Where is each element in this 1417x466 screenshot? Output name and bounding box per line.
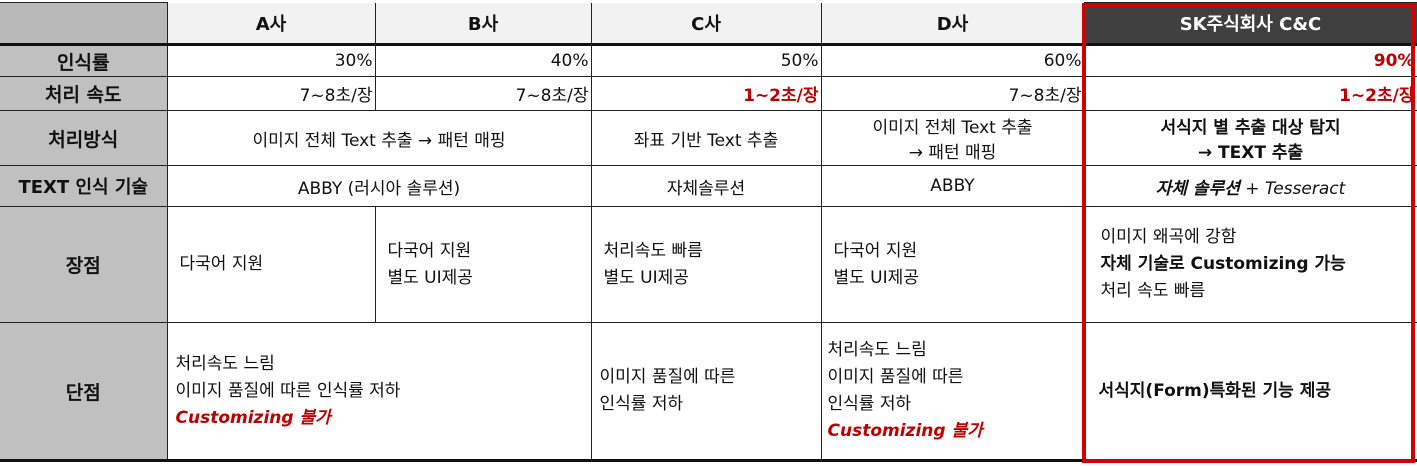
recognition-c: 50%	[590, 44, 822, 77]
cons-d-line1: 처리속도 느림	[827, 340, 927, 360]
speed-sk: 1~2초/장	[1083, 76, 1417, 111]
recognition-b: 40%	[374, 44, 592, 77]
header-sk: SK주식회사 C&C	[1083, 2, 1417, 46]
pros-a: 다국어 지원	[166, 206, 376, 323]
row-label-recognition: 인식률	[0, 44, 168, 77]
header-c: C사	[590, 2, 822, 46]
tech-sk-rest: + Tesseract	[1239, 178, 1346, 199]
pros-d-line1: 다국어 지원	[833, 240, 918, 261]
tech-ab: ABBY (러시아 솔루션)	[166, 165, 592, 207]
speed-a: 7~8초/장	[166, 76, 376, 111]
cons-ab: 처리속도 느림 이미지 품질에 따른 인식률 저하 Customizing 불가	[166, 322, 592, 462]
pros-b-line1: 다국어 지원	[387, 240, 472, 261]
pros-c: 처리속도 빠름 별도 UI제공	[590, 206, 822, 323]
header-d: D사	[820, 2, 1085, 46]
header-b: B사	[374, 2, 592, 46]
corner-cell	[0, 2, 168, 46]
cons-ab-line1: 처리속도 느림	[175, 353, 275, 374]
pros-sk-line3: 처리 속도 빠름	[1100, 281, 1206, 301]
cons-c: 이미지 품질에 따른 인식률 저하	[590, 322, 822, 462]
pros-sk: 이미지 왜곡에 강함 자체 기술로 Customizing 가능 처리 속도 빠…	[1083, 206, 1417, 323]
method-d: 이미지 전체 Text 추출 → 패턴 매핑	[820, 110, 1085, 166]
pros-c-line2: 별도 UI제공	[603, 267, 689, 288]
pros-d: 다국어 지원 별도 UI제공	[820, 206, 1085, 323]
cons-d: 처리속도 느림 이미지 품질에 따른 인식률 저하 Customizing 불가	[820, 322, 1085, 462]
pros-c-line1: 처리속도 빠름	[603, 240, 703, 261]
recognition-d: 60%	[820, 44, 1085, 77]
pros-b-line2: 별도 UI제공	[387, 267, 473, 288]
method-d-line2: → 패턴 매핑	[908, 143, 997, 163]
recognition-sk: 90%	[1083, 44, 1417, 77]
cons-sk: 서식지(Form)특화된 기능 제공	[1083, 322, 1417, 462]
pros-sk-line1: 이미지 왜곡에 강함	[1100, 227, 1237, 247]
tech-sk: 자체 솔루션 + Tesseract	[1083, 165, 1417, 207]
row-label-cons: 단점	[0, 322, 168, 462]
method-ab: 이미지 전체 Text 추출 → 패턴 매핑	[166, 110, 592, 166]
cons-c-line1: 이미지 품질에 따른	[599, 367, 736, 387]
tech-d: ABBY	[820, 165, 1085, 207]
cons-ab-line2: 이미지 품질에 따른 인식률 저하	[175, 380, 401, 401]
speed-c: 1~2초/장	[590, 76, 822, 111]
method-sk-line1: 서식지 별 추출 대상 탐지	[1160, 118, 1341, 138]
cons-d-line3: 인식률 저하	[827, 394, 912, 414]
speed-d: 7~8초/장	[820, 76, 1085, 111]
pros-sk-line2: 자체 기술로 Customizing 가능	[1100, 254, 1346, 274]
row-label-tech: TEXT 인식 기술	[0, 165, 168, 207]
pros-b: 다국어 지원 별도 UI제공	[374, 206, 592, 323]
row-label-pros: 장점	[0, 206, 168, 323]
row-label-method: 처리방식	[0, 110, 168, 166]
method-d-line1: 이미지 전체 Text 추출	[872, 118, 1033, 138]
method-sk: 서식지 별 추출 대상 탐지 → TEXT 추출	[1083, 110, 1417, 166]
cons-d-line4: Customizing 불가	[827, 421, 983, 441]
cons-ab-line3: Customizing 불가	[175, 407, 331, 428]
cons-c-line2: 인식률 저하	[599, 394, 684, 414]
recognition-a: 30%	[166, 44, 376, 77]
row-label-speed: 처리 속도	[0, 76, 168, 111]
cons-d-line2: 이미지 품질에 따른	[827, 367, 964, 387]
header-a: A사	[166, 2, 376, 46]
tech-sk-bold: 자체 솔루션	[1155, 178, 1240, 199]
tech-c: 자체솔루션	[590, 165, 822, 207]
speed-b: 7~8초/장	[374, 76, 592, 111]
method-sk-line2: → TEXT 추출	[1197, 143, 1304, 163]
method-c: 좌표 기반 Text 추출	[590, 110, 822, 166]
pros-d-line2: 별도 UI제공	[833, 267, 919, 288]
